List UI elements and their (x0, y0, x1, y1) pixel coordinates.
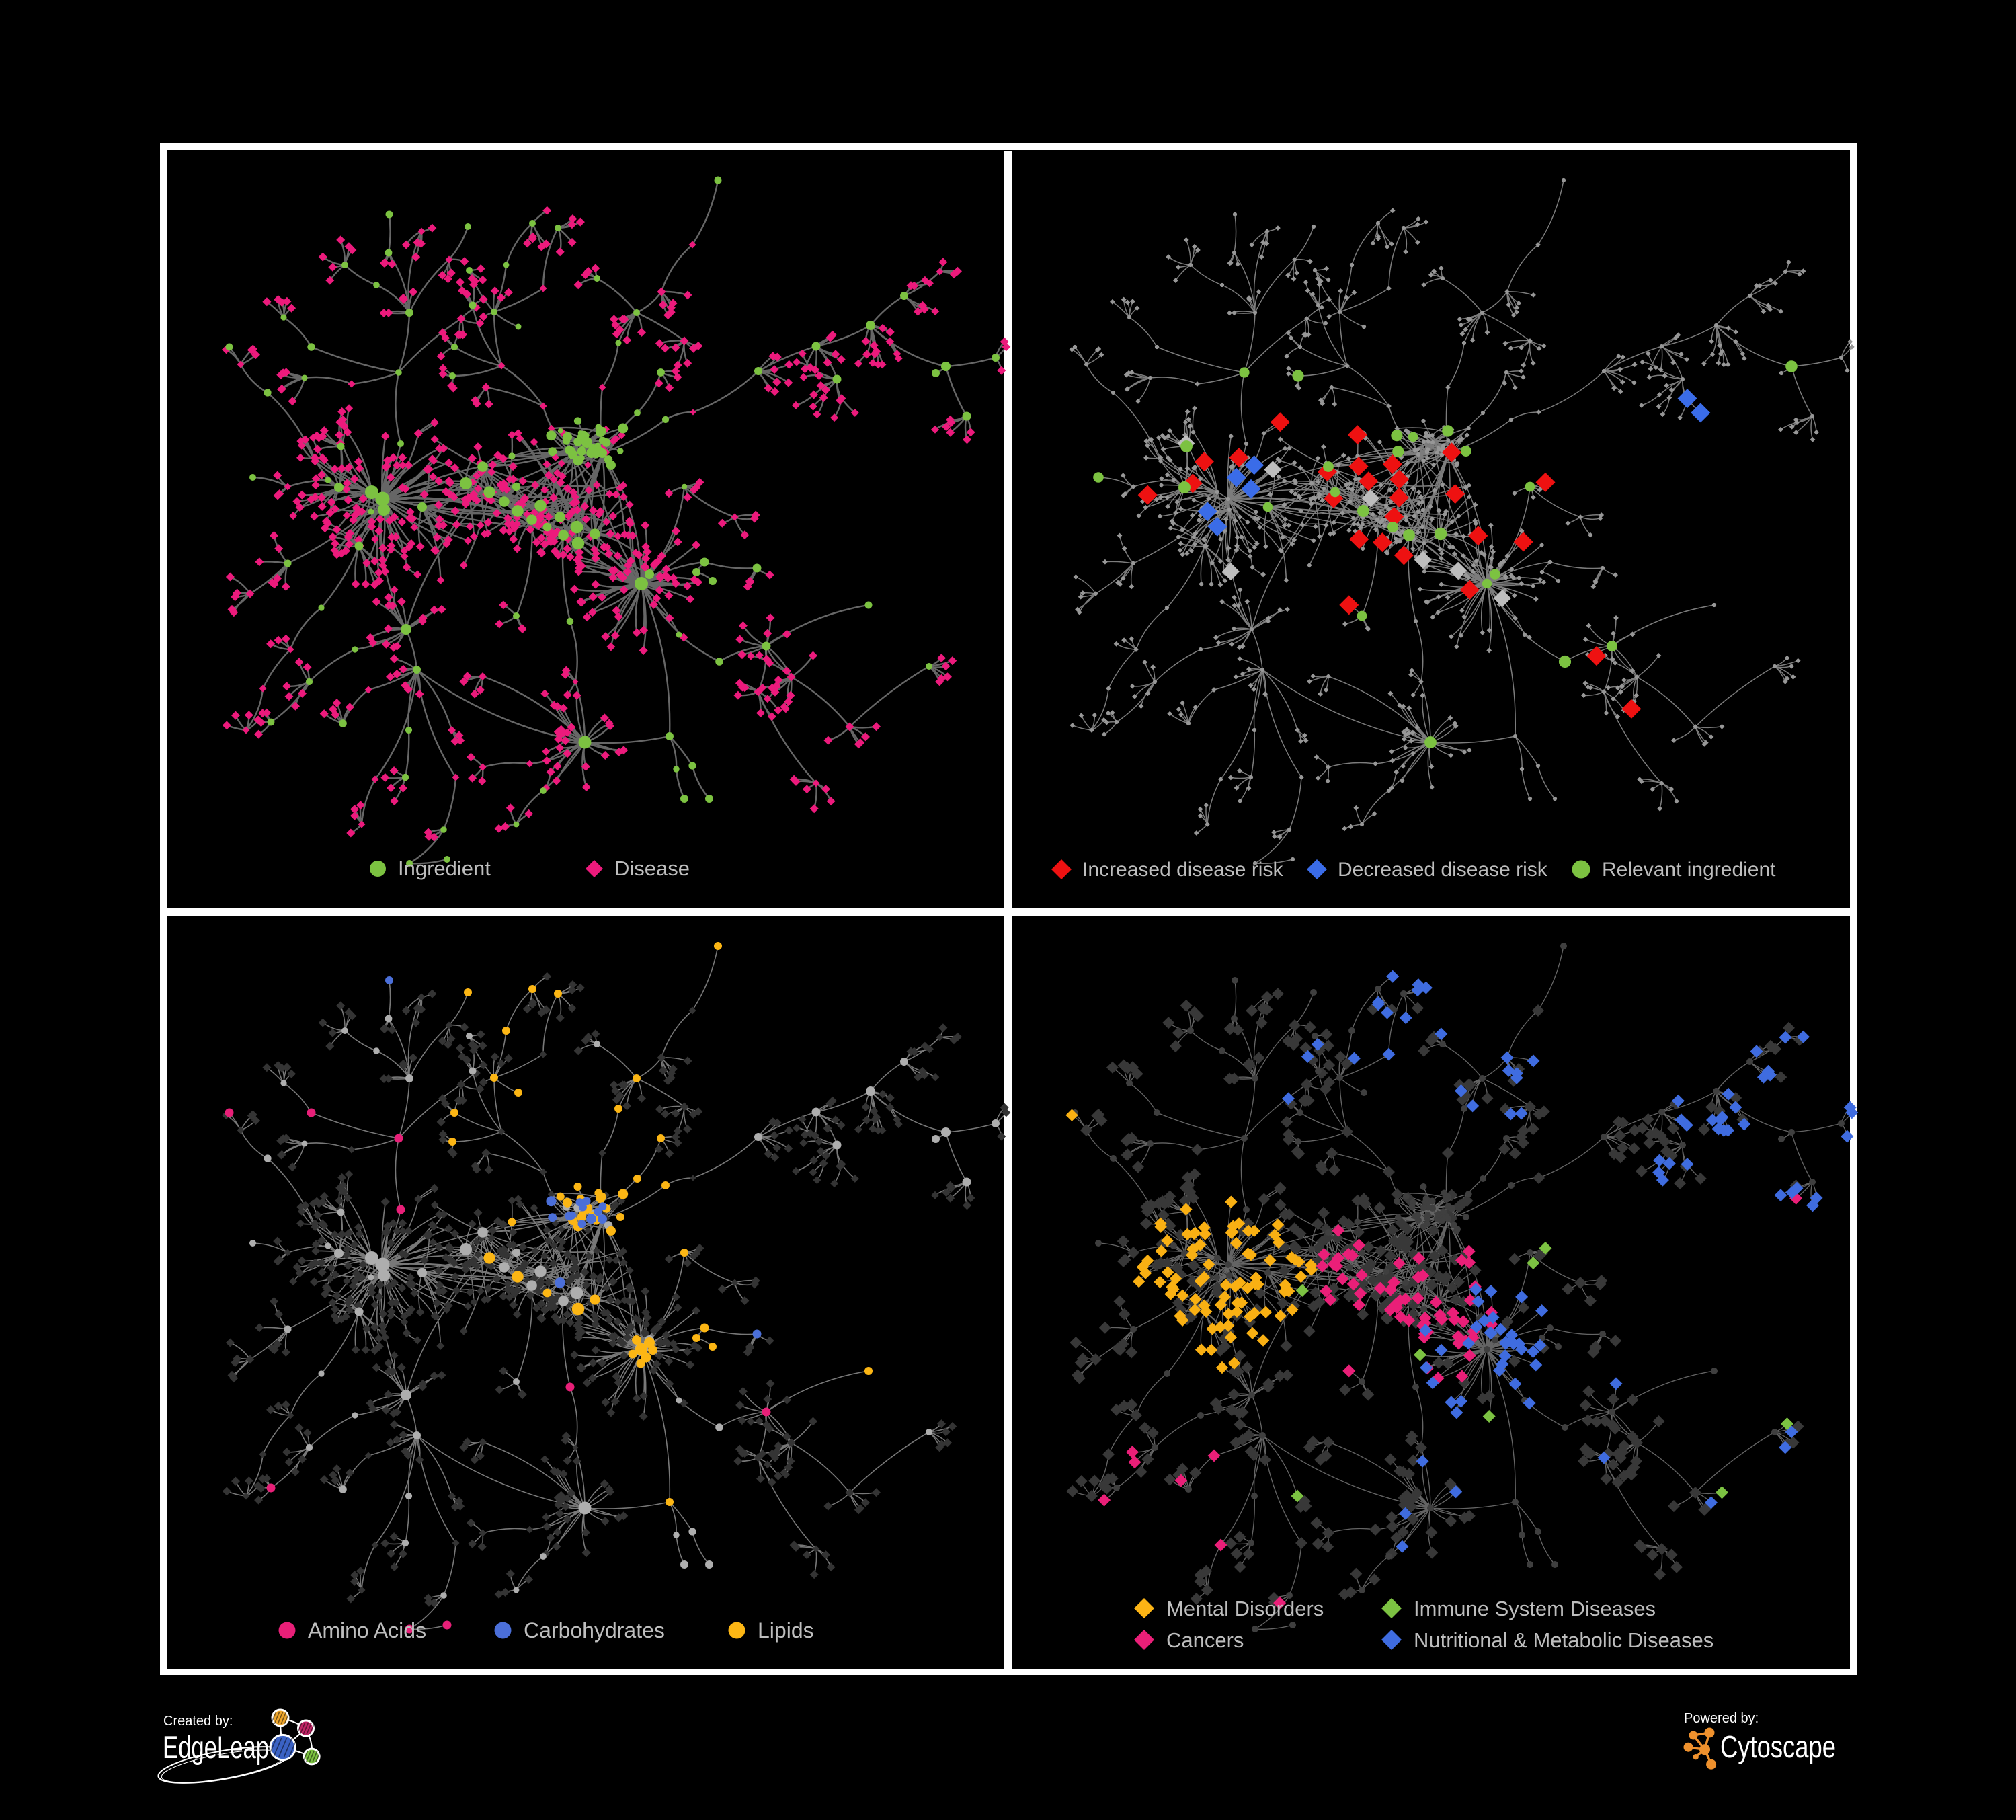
svg-text:Nutritional & Metabolic Diseas: Nutritional & Metabolic Diseases (1414, 1628, 1713, 1652)
svg-text:Decreased disease risk: Decreased disease risk (1338, 859, 1548, 881)
svg-text:Ingredient: Ingredient (398, 857, 491, 880)
svg-text:Carbohydrates: Carbohydrates (524, 1618, 665, 1643)
svg-text:Lipids: Lipids (758, 1618, 814, 1643)
svg-text:Immune System Diseases: Immune System Diseases (1414, 1597, 1656, 1620)
svg-text:Amino Acids: Amino Acids (308, 1618, 426, 1643)
svg-text:Disease: Disease (614, 857, 690, 880)
svg-text:EdgeLeap: EdgeLeap (163, 1729, 269, 1765)
svg-text:Mental Disorders: Mental Disorders (1166, 1597, 1324, 1620)
svg-text:Increased disease risk: Increased disease risk (1082, 859, 1283, 881)
svg-text:Cancers: Cancers (1166, 1628, 1244, 1652)
svg-text:Powered by:: Powered by: (1684, 1711, 1759, 1726)
svg-text:Relevant ingredient: Relevant ingredient (1602, 859, 1776, 881)
svg-text:Created by:: Created by: (163, 1714, 233, 1729)
svg-text:Cytoscape: Cytoscape (1720, 1729, 1836, 1764)
